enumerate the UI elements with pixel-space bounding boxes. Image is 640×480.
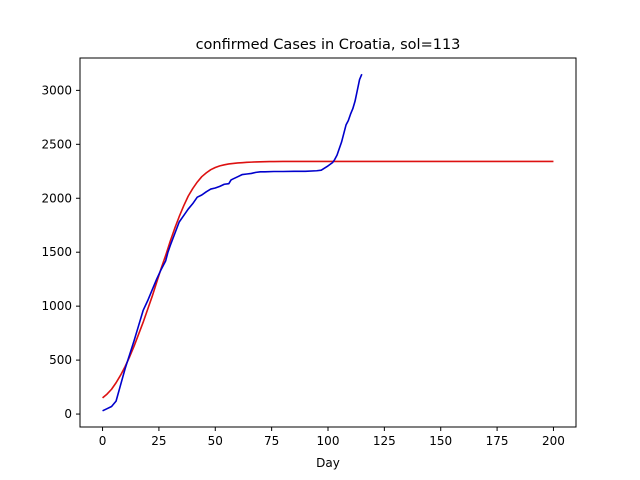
- y-axis-ticks: 0 500 1000 1500 2000 2500 3000: [41, 83, 80, 421]
- x-tick-label: 100: [317, 434, 340, 448]
- x-axis-ticks: 0 25 50 75 100 125 150 175 200: [99, 427, 565, 448]
- y-tick-label: 3000: [41, 83, 72, 97]
- series-line-confirmed: [102, 73, 363, 412]
- y-tick-label: 500: [49, 353, 72, 367]
- x-tick-label: 175: [486, 434, 509, 448]
- y-tick-label: 1500: [41, 245, 72, 259]
- x-tick-label: 150: [429, 434, 452, 448]
- y-tick-label: 1000: [41, 299, 72, 313]
- x-tick-label: 25: [151, 434, 166, 448]
- y-tick-label: 2000: [41, 191, 72, 205]
- chart-title: confirmed Cases in Croatia, sol=113: [196, 37, 461, 53]
- series-line-model-fit: [102, 160, 554, 399]
- x-tick-label: 200: [542, 434, 565, 448]
- y-tick-label: 0: [64, 407, 72, 421]
- x-axis-label: Day: [316, 456, 340, 470]
- x-tick-label: 125: [373, 434, 396, 448]
- plot-area: [102, 73, 554, 412]
- x-tick-label: 0: [99, 434, 107, 448]
- x-tick-label: 75: [264, 434, 279, 448]
- y-tick-label: 2500: [41, 137, 72, 151]
- x-tick-label: 50: [208, 434, 223, 448]
